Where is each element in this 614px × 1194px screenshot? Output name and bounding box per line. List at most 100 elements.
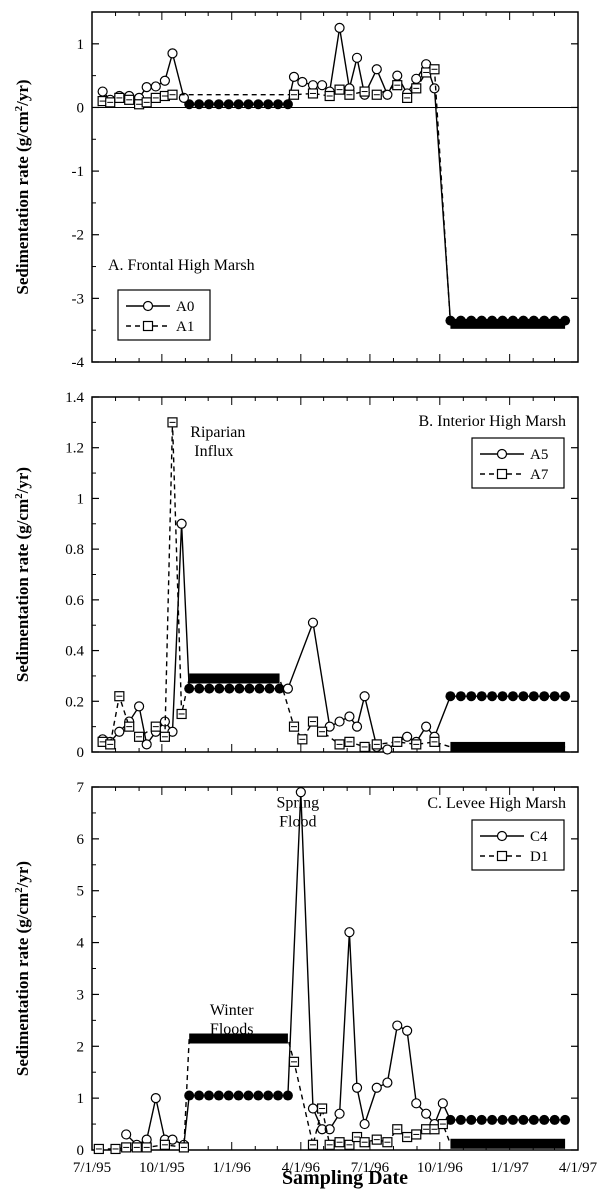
x-tick-label: 7/1/96 [351,1160,390,1176]
y-tick-label: -4 [72,355,85,371]
y-tick-label: 0.2 [65,694,84,710]
y-tick-label: 4 [77,936,85,952]
data-point-a0 [159,75,170,86]
flat-point-a5 [476,691,487,702]
annotation-text: Flood [279,814,316,831]
y-tick-label: 0.8 [65,542,84,558]
flat-point-c4 [560,1114,571,1125]
flat-point-a5 [497,691,508,702]
y-axis-title-sup: 2 [13,887,25,893]
legend-box [471,437,565,489]
series-a1 [97,64,566,329]
series-a0 [97,22,571,326]
legend-marker [496,448,508,460]
flat-point-a5 [466,691,477,702]
flat-point-c4 [466,1114,477,1125]
data-point-a5 [351,721,363,732]
flat-point-c4 [203,1090,214,1101]
y-tick-label: 2 [77,1039,85,1055]
data-point-a5 [176,518,187,529]
flat-point-c4 [263,1090,274,1101]
flat-point-a0 [213,99,224,110]
flat-point-a0 [223,99,234,110]
flat-point-c4 [549,1114,560,1125]
panel-title: A. Frontal High Marsh [108,257,255,274]
y-axis-title-sup: 2 [13,105,25,111]
y-tick-label: 1.4 [65,390,84,406]
data-point-a0 [316,80,328,91]
data-point-c4 [371,1082,382,1093]
data-point-a0 [392,70,403,81]
x-axis-title: Sampling Date [282,1167,408,1189]
legend-label: A0 [176,299,194,315]
flat-point-c4 [282,1090,293,1101]
plot-frame [91,11,579,363]
data-point-c4 [121,1129,132,1140]
y-axis-title-part: Sedimentation rate (g/cm [13,499,32,682]
flat-point-c4 [487,1114,498,1125]
y-tick-label: 1 [77,1091,85,1107]
flat-point-a5 [224,683,235,694]
legend-label: A5 [530,447,548,463]
data-point-a5 [307,617,319,628]
flat-point-a5 [528,691,539,702]
legend-marker [496,468,508,480]
panel-title: B. Interior High Marsh [418,413,566,430]
y-tick-label: 0 [77,745,85,761]
data-point-c4 [359,1118,370,1130]
flat-bar-a1 [450,318,566,329]
flat-point-c4 [194,1090,205,1101]
data-point-a0 [141,81,152,93]
x-tick-label: 4/1/97 [559,1160,598,1176]
y-axis-title: Sedimentation rate (g/cm2/yr) [13,467,32,682]
legend-marker [496,850,508,862]
flat-point-a5 [507,691,518,702]
flat-point-a5 [445,691,456,702]
flat-point-a0 [194,99,205,110]
data-point-c4 [334,1108,345,1119]
series-d1 [93,1033,566,1155]
legend-marker [142,300,154,312]
data-point-c4 [437,1098,448,1109]
flat-point-a5 [214,683,225,694]
flat-point-a5 [264,683,275,694]
flat-point-a5 [234,683,245,694]
y-axis-title-part: /yr) [13,861,32,888]
legend-box [471,819,565,871]
data-point-a0 [297,76,308,88]
data-point-c4 [392,1020,403,1031]
annotation-text: Riparian [190,424,245,441]
flat-point-a5 [455,691,466,702]
data-point-c4 [307,1103,319,1114]
flat-point-a0 [243,99,254,110]
flat-point-c4 [223,1090,234,1101]
y-tick-label: 1 [77,491,85,507]
flat-point-a0 [263,99,274,110]
data-point-a0 [429,83,440,94]
series-line-a5 [102,523,566,751]
y-axis-title-sup: 2 [13,493,25,499]
data-point-a5 [334,716,345,727]
data-point-a0 [411,73,422,84]
data-point-c4 [382,1077,393,1088]
y-axis-title-part: Sedimentation rate (g/cm [13,111,32,294]
legend-marker [496,830,508,842]
flat-point-c4 [539,1114,550,1125]
y-tick-label: 0.4 [65,644,84,660]
legend-label: D1 [530,849,548,865]
panel-b-interior-high-marsh: 0 0.2 0.4 0.6 0.8 1 1.2 1.4 Sedimentation rate (… [13,390,579,761]
data-point-a0 [150,81,161,92]
panel-c-levee-high-marsh: 0 1 2 3 4 5 6 7 7/1/95 10/1/95 1/1/96 4/1/96 7/1/96 1… [13,780,598,1176]
flat-point-a5 [184,683,195,694]
y-axis-title-part: Sedimentation rate (g/cm [13,893,32,1076]
x-tick-label: 4/1/96 [282,1160,321,1176]
y-tick-label: -3 [72,291,85,307]
y-axis-title: Sedimentation rate (g/cm2/yr) [13,79,32,294]
data-point-a0 [178,92,189,104]
flat-bar-a7 [189,673,280,684]
flat-point-a5 [539,691,550,702]
